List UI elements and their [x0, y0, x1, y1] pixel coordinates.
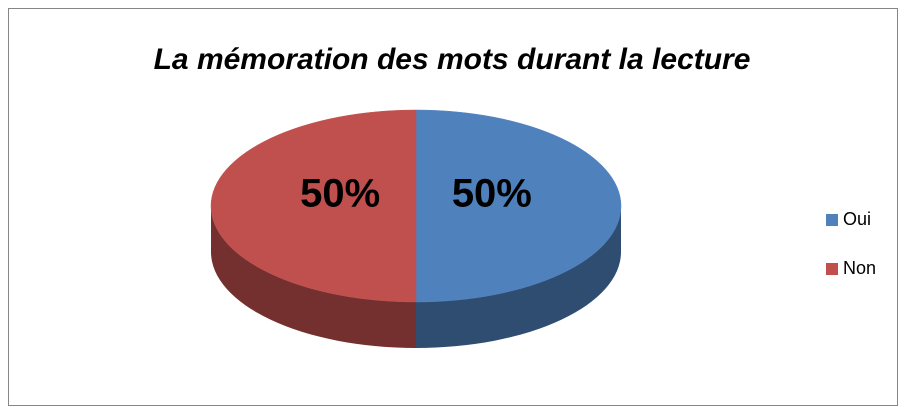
legend-label: Non [843, 258, 876, 278]
chart-title: La mémoration des mots durant la lecture [154, 43, 751, 76]
legend-swatch [826, 263, 838, 275]
slice-side [416, 206, 621, 348]
legend-swatch [826, 214, 838, 226]
data-label: 50% [452, 172, 532, 216]
slice [210, 109, 417, 303]
slice [415, 109, 622, 303]
legend-label: Oui [843, 209, 871, 229]
data-label: 50% [300, 172, 380, 216]
slice-side [211, 206, 416, 348]
